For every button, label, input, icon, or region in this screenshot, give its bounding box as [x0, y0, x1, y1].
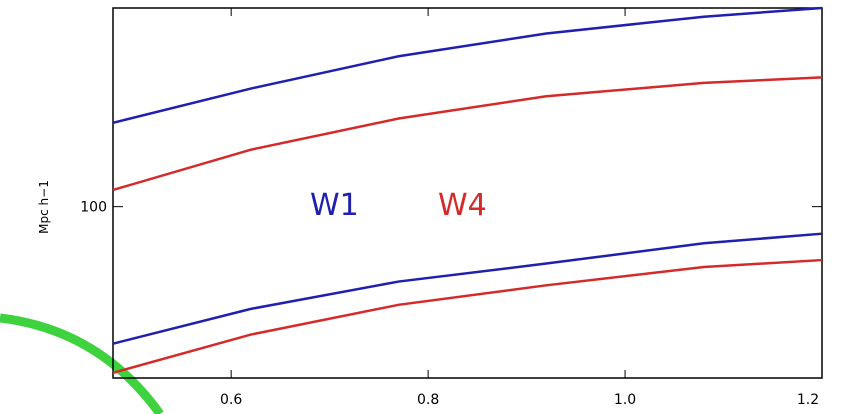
line [112, 76, 823, 192]
x-tick-label: 0.6 [220, 392, 242, 408]
green-arc [0, 313, 164, 414]
y-axis-label: Mpc h−1 [37, 180, 51, 234]
x-tick-label: 0.8 [417, 392, 439, 408]
line [112, 232, 823, 345]
annotation: W1 [310, 188, 359, 223]
plot-frame [112, 7, 823, 379]
y-tick-label: 100 [80, 200, 107, 216]
line [112, 258, 823, 375]
x-tick-label: 1.0 [614, 392, 636, 408]
annotation: W4 [438, 188, 487, 223]
x-tick-label: 1.2 [797, 392, 819, 408]
line [112, 6, 823, 124]
